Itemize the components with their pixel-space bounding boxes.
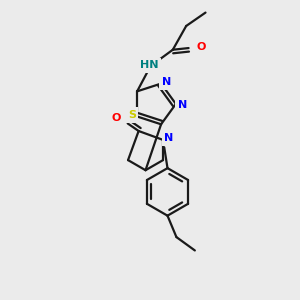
- Text: N: N: [178, 100, 187, 110]
- Text: N: N: [164, 134, 174, 143]
- Text: S: S: [128, 110, 136, 120]
- Text: HN: HN: [140, 61, 158, 70]
- Text: N: N: [162, 77, 171, 87]
- Text: O: O: [111, 113, 120, 123]
- Text: O: O: [197, 42, 206, 52]
